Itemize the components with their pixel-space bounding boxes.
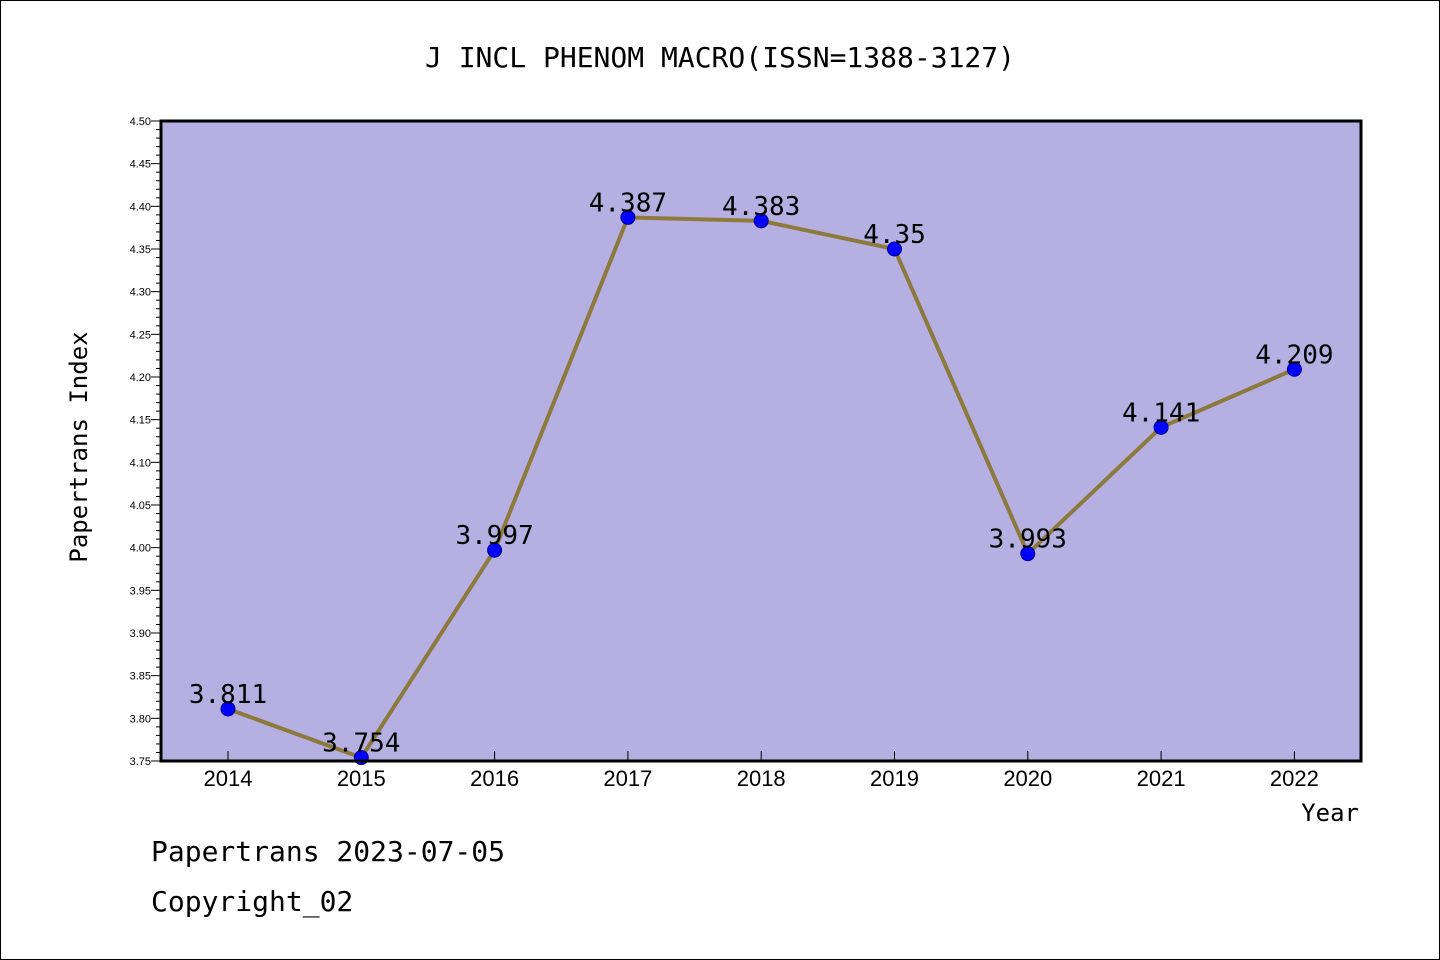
data-label: 4.141 xyxy=(1122,398,1200,428)
data-label: 3.811 xyxy=(189,680,267,710)
x-axis-label: Year xyxy=(1301,799,1359,827)
plot-frame xyxy=(159,119,1363,763)
y-tick-label: 4.10 xyxy=(130,457,151,469)
x-axis: 2014 2015 2016 2017 2018 2019 2020 2021 2022 xyxy=(204,751,1319,791)
data-labels: 3.811 3.754 3.997 4.387 4.383 4.35 3.993 4.141 4… xyxy=(189,188,1334,758)
data-point xyxy=(1020,546,1036,562)
y-tick-label: 4.00 xyxy=(130,543,151,555)
y-axis-label: Papertrans Index xyxy=(65,331,93,562)
data-label: 3.993 xyxy=(989,525,1067,555)
data-point xyxy=(487,542,503,558)
data-label: 4.209 xyxy=(1255,340,1333,370)
y-axis: 3.75 3.80 3.85 3.90 3.95 4.00 4.05 4.10 4.15 4.20… xyxy=(130,116,161,768)
y-tick-label: 4.05 xyxy=(130,500,151,512)
chart-title: J INCL PHENOM MACRO(ISSN=1388-3127) xyxy=(425,41,1015,74)
data-point xyxy=(620,209,636,225)
y-tick-label: 4.35 xyxy=(130,244,151,256)
copyright-text: Copyright_02 xyxy=(151,885,354,918)
series-index xyxy=(220,209,1302,766)
y-tick-label: 3.80 xyxy=(130,713,151,725)
data-point xyxy=(1153,419,1169,435)
y-tick-label: 3.75 xyxy=(130,756,151,768)
data-label: 4.35 xyxy=(863,220,926,250)
y-tick-label: 4.45 xyxy=(130,159,151,171)
data-label: 4.383 xyxy=(722,192,800,222)
y-tick-label: 4.20 xyxy=(130,372,151,384)
x-tick-label: 2018 xyxy=(737,766,786,791)
data-label: 4.387 xyxy=(589,188,667,218)
data-label: 3.997 xyxy=(455,521,533,551)
x-tick-label: 2022 xyxy=(1270,766,1319,791)
y-tick-label: 4.50 xyxy=(130,116,151,128)
x-tick-label: 2015 xyxy=(337,766,386,791)
x-tick-label: 2016 xyxy=(470,766,519,791)
data-label: 3.754 xyxy=(322,729,400,759)
y-tick-label: 3.90 xyxy=(130,628,151,640)
x-tick-label: 2017 xyxy=(603,766,652,791)
y-tick-label: 4.25 xyxy=(130,329,151,341)
y-tick-label: 4.15 xyxy=(130,415,151,427)
data-point xyxy=(1286,361,1302,377)
x-tick-label: 2021 xyxy=(1137,766,1186,791)
source-date-text: Papertrans 2023-07-05 xyxy=(151,835,506,868)
y-tick-label: 4.40 xyxy=(130,201,151,213)
y-tick-label: 3.85 xyxy=(130,671,151,683)
data-point xyxy=(887,241,902,257)
y-tick-label: 4.30 xyxy=(130,287,151,299)
y-tick-label: 3.95 xyxy=(130,585,151,597)
x-tick-label: 2014 xyxy=(204,766,253,791)
x-tick-label: 2019 xyxy=(870,766,919,791)
data-point xyxy=(220,701,236,717)
data-point xyxy=(753,213,769,229)
x-tick-label: 2020 xyxy=(1003,766,1052,791)
